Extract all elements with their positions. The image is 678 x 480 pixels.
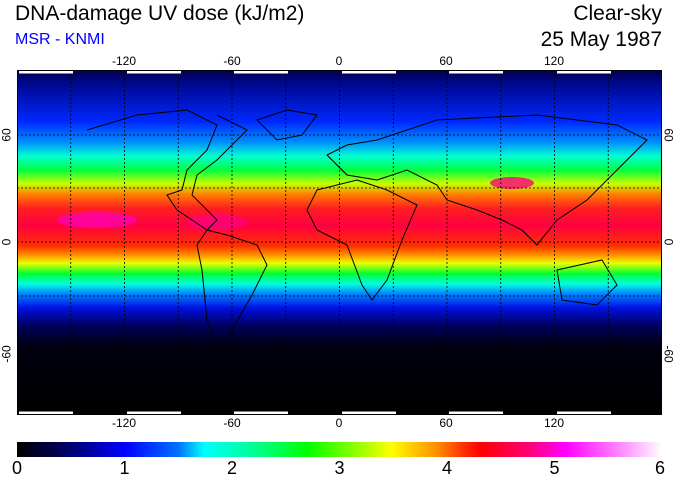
source-label: MSR - KNMI [15, 31, 105, 48]
lat-tick-left: 60 [0, 128, 14, 142]
date-label: 25 May 1987 [540, 28, 662, 51]
lon-tick-bottom: 120 [543, 416, 565, 430]
frame-scale-bars [19, 70, 611, 415]
lat-tick-left: -60 [0, 345, 14, 363]
condition-label: Clear-sky [573, 2, 662, 25]
uv-maximum-atlantic [187, 214, 247, 230]
lat-tick-right: 0 [661, 238, 676, 246]
colorbar-label: 2 [226, 458, 238, 478]
map-frame [17, 70, 662, 415]
lon-tick-top: -120 [111, 54, 137, 68]
lon-tick-top: 60 [439, 54, 453, 68]
colorbar-label: 0 [11, 458, 23, 478]
uv-maximum-pacific [57, 212, 137, 228]
lon-tick-bottom: 0 [335, 416, 343, 430]
lon-tick-top: 120 [543, 54, 565, 68]
colorbar-label: 3 [334, 458, 345, 478]
lat-tick-right: 60 [661, 128, 676, 142]
colorbar-label: 5 [549, 458, 560, 478]
uv-maximum-tibet [490, 177, 534, 189]
uv-dose-map [17, 70, 662, 415]
lon-tick-top: 0 [335, 54, 343, 68]
lat-tick-right: -60 [661, 345, 676, 363]
colorbar-label: 4 [441, 458, 453, 478]
colorbar [17, 442, 662, 457]
lon-tick-bottom: -120 [111, 416, 137, 430]
lat-tick-left: 0 [0, 238, 14, 246]
lon-tick-top: -60 [223, 54, 241, 68]
lon-tick-bottom: -60 [223, 416, 241, 430]
map-title: DNA-damage UV dose (kJ/m2) [15, 2, 305, 25]
graticule [17, 70, 662, 415]
lon-tick-bottom: 60 [439, 416, 453, 430]
colorbar-label: 6 [654, 458, 666, 478]
colorbar-label: 1 [119, 458, 130, 478]
